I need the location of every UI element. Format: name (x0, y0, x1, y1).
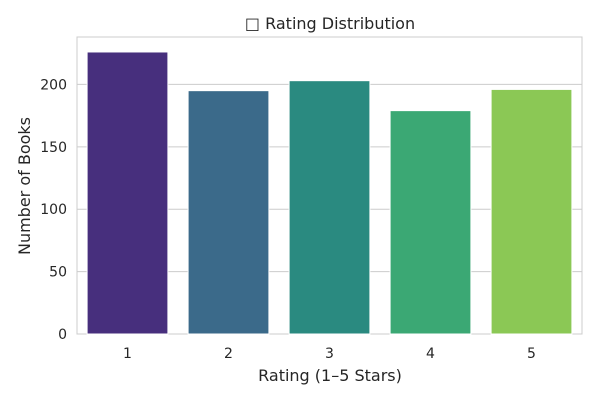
y-axis-label: Number of Books (15, 117, 34, 255)
y-tick-label-150: 150 (40, 140, 67, 156)
x-tick-label-5: 5 (527, 346, 536, 362)
y-tick-label-200: 200 (40, 77, 67, 93)
x-axis-label: Rating (1–5 Stars) (258, 366, 402, 385)
y-tick-label-0: 0 (58, 327, 67, 343)
x-tick-label-1: 1 (123, 346, 132, 362)
bar-rating-4 (389, 110, 472, 335)
x-tick-labels: 1 2 3 4 5 (123, 346, 536, 362)
y-tick-label-100: 100 (40, 202, 67, 218)
y-tick-labels: 0 50 100 150 200 (40, 77, 67, 343)
bar-rating-1 (86, 51, 169, 335)
chart-title: □ Rating Distribution (245, 14, 415, 33)
bar-rating-2 (187, 90, 270, 335)
x-tick-label-2: 2 (224, 346, 233, 362)
bars (86, 51, 573, 335)
x-tick-label-3: 3 (325, 346, 334, 362)
bar-rating-5 (490, 88, 573, 335)
x-tick-label-4: 4 (426, 346, 435, 362)
bar-rating-3 (288, 80, 371, 335)
y-tick-label-50: 50 (49, 265, 67, 281)
